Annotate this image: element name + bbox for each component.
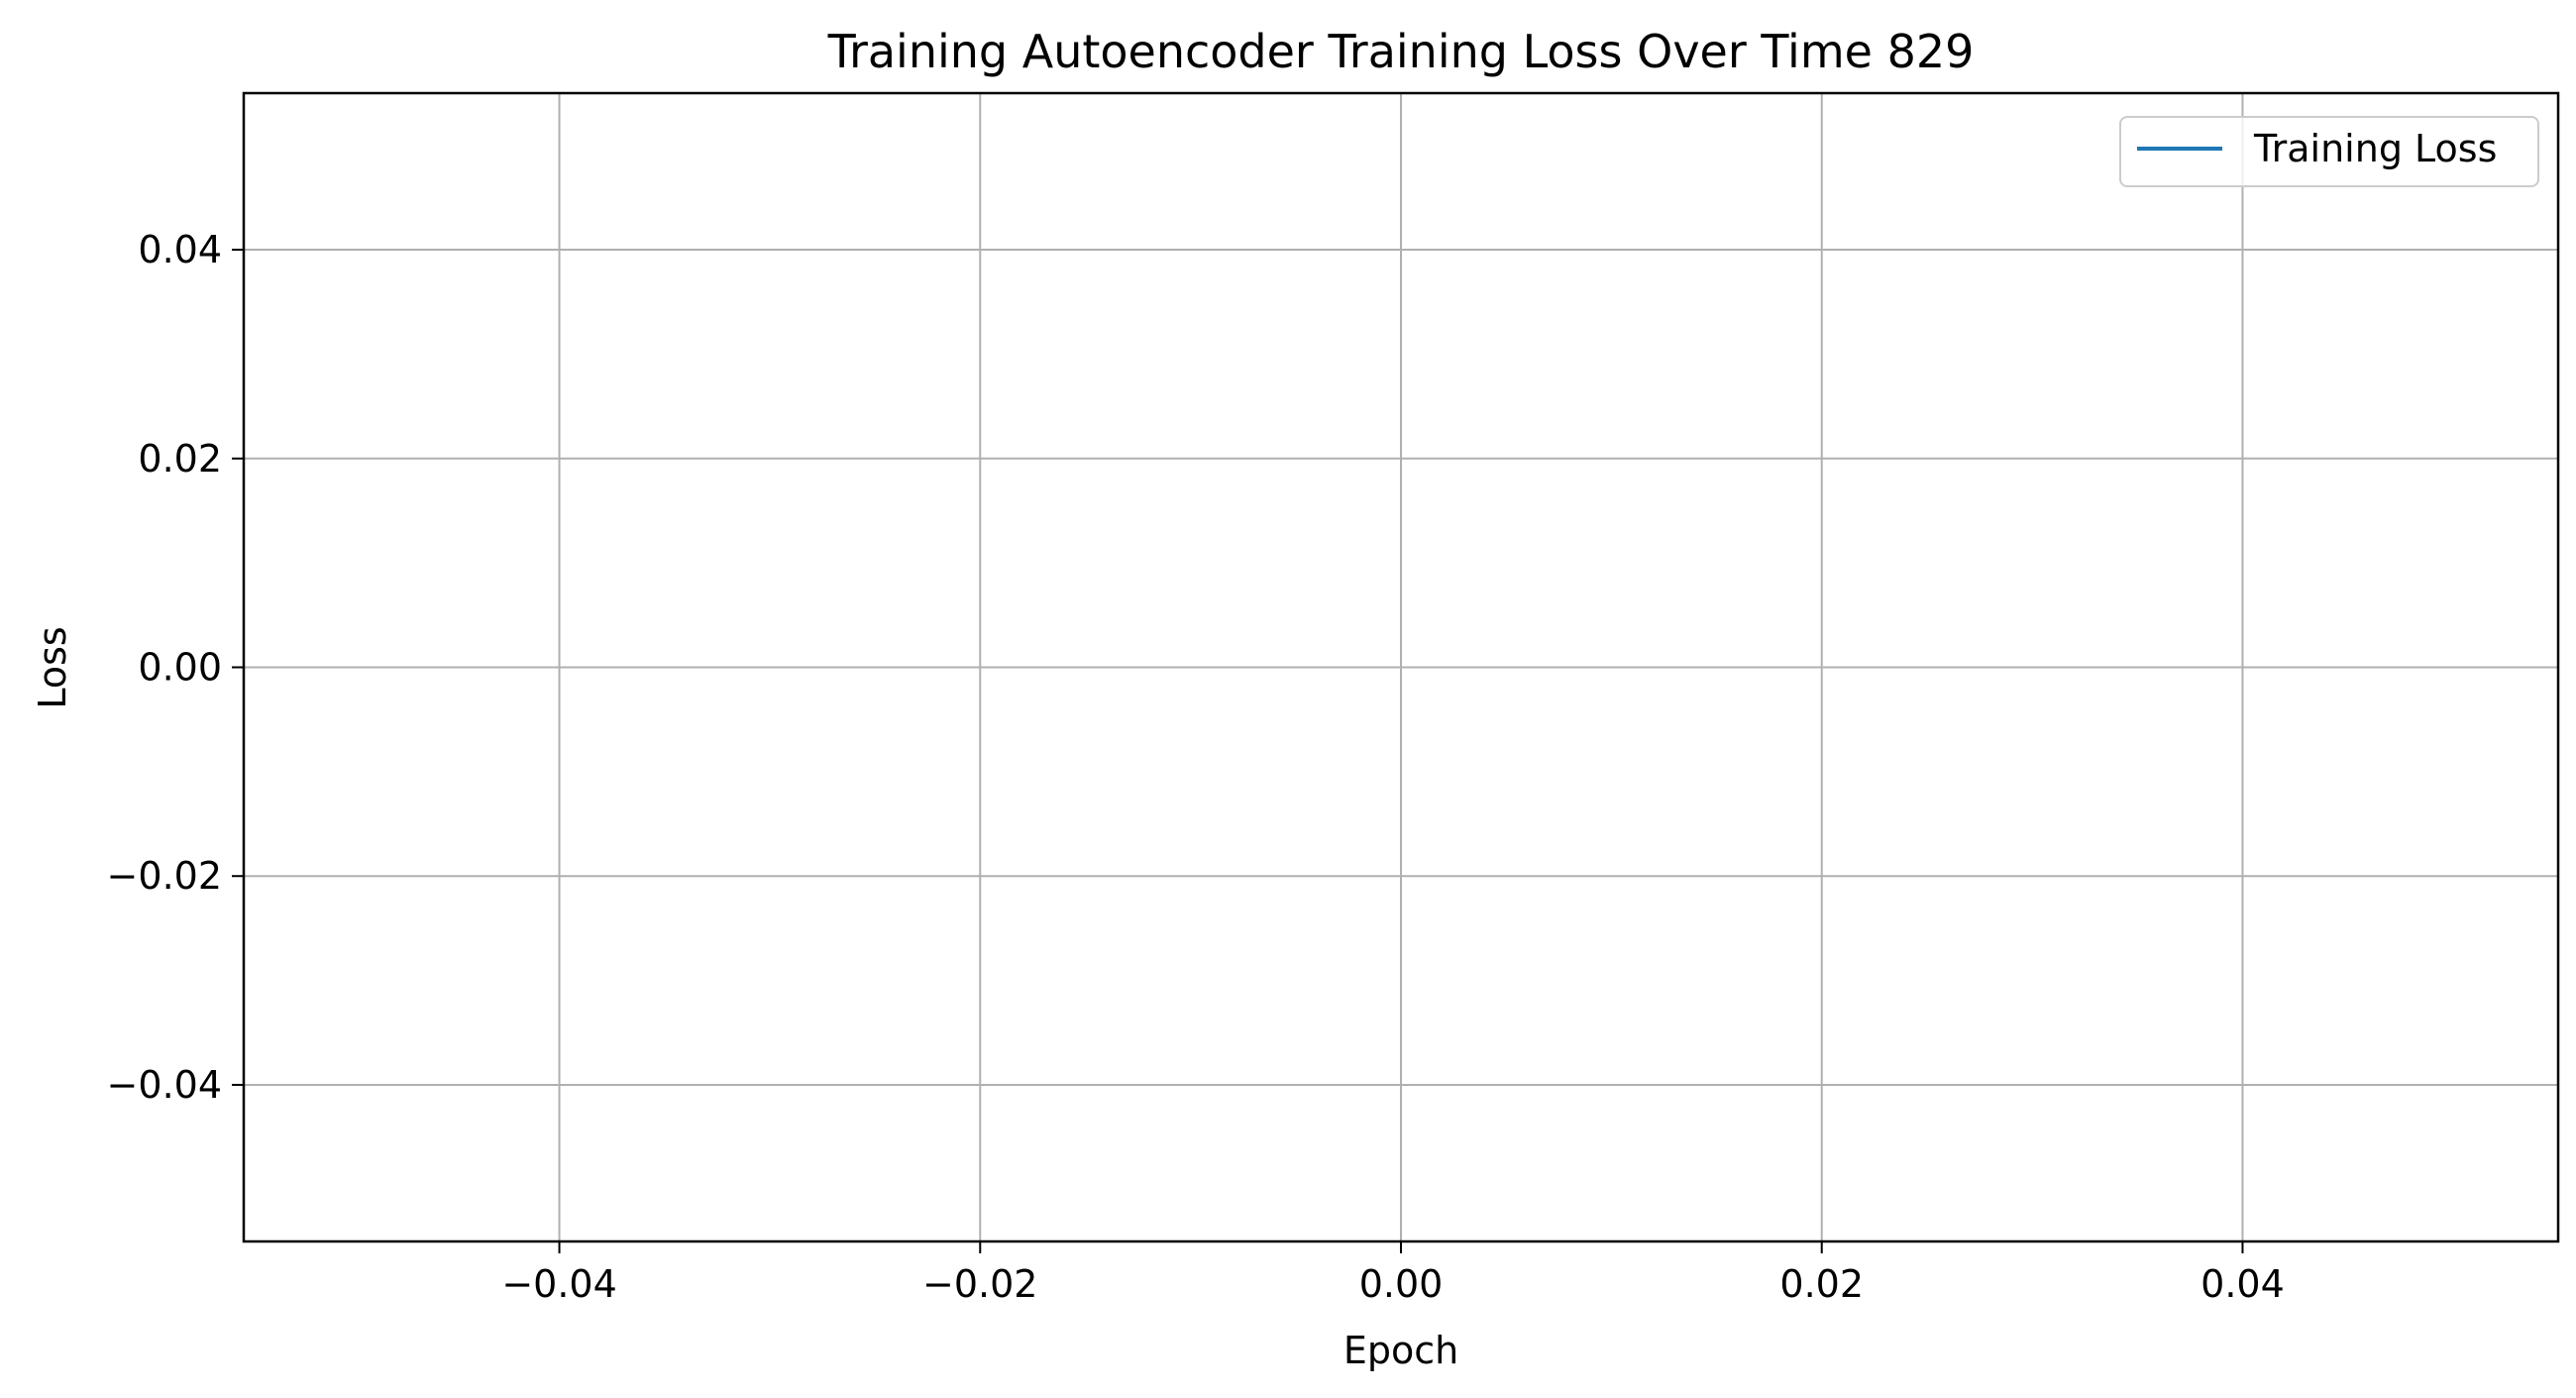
legend-label-training-loss: Training Loss	[2253, 127, 2497, 170]
x-tick-label: 0.00	[1359, 1262, 1444, 1306]
x-tick-label: 0.02	[1779, 1262, 1864, 1306]
y-tick-label: 0.00	[138, 646, 222, 690]
legend-box	[2119, 116, 2539, 187]
legend: Training Loss	[2119, 116, 2539, 187]
chart-title: Training Autoencoder Training Loss Over …	[827, 25, 1975, 78]
y-axis-label: Loss	[31, 626, 74, 708]
x-tick-label: −0.02	[922, 1262, 1037, 1306]
x-axis-label: Epoch	[1343, 1329, 1458, 1372]
grid-lines	[244, 93, 2558, 1241]
x-axis-ticks: −0.04 −0.02 0.00 0.02 0.04	[501, 1241, 2285, 1306]
x-tick-label: −0.04	[501, 1262, 616, 1306]
y-tick-label: −0.02	[107, 854, 222, 898]
y-tick-label: 0.02	[138, 437, 222, 481]
x-tick-label: 0.04	[2200, 1262, 2285, 1306]
y-tick-label: −0.04	[107, 1063, 222, 1107]
y-tick-label: 0.04	[138, 228, 222, 271]
y-axis-ticks: −0.04 −0.02 0.00 0.02 0.04	[107, 228, 244, 1107]
